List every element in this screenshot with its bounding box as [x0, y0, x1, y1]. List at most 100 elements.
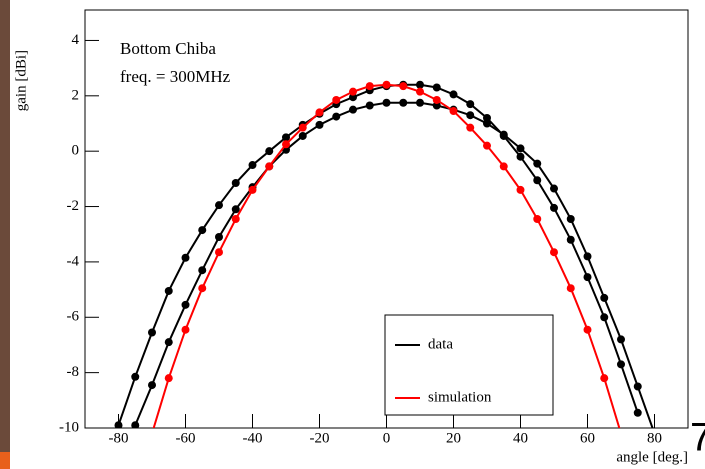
- data-point: [198, 284, 207, 293]
- data-point: [483, 141, 491, 150]
- y-tick-label: -10: [59, 419, 79, 435]
- data-point: [617, 360, 625, 369]
- data-point: [215, 232, 223, 241]
- data-point: [516, 152, 525, 161]
- x-tick-label: 20: [446, 430, 461, 446]
- annotation: freq. = 300MHz: [120, 67, 231, 86]
- y-tick-label: -6: [67, 309, 80, 325]
- x-tick-label: -60: [176, 430, 196, 446]
- data-point: [382, 80, 391, 89]
- curve: [117, 83, 639, 426]
- data-point: [432, 101, 441, 110]
- data-point: [382, 98, 391, 107]
- data-point: [600, 293, 609, 302]
- data-point: [265, 162, 274, 171]
- data-point: [466, 100, 475, 109]
- data-point: [449, 107, 458, 116]
- data-point: [499, 130, 508, 139]
- curve: [134, 101, 654, 428]
- data-point: [148, 430, 156, 438]
- data-point: [349, 87, 357, 96]
- data-point: [416, 98, 424, 107]
- data-point: [131, 372, 140, 381]
- data-point: [583, 252, 592, 261]
- data-point: [399, 98, 408, 107]
- slide-number: 7: [690, 416, 705, 460]
- data-point: [198, 226, 207, 235]
- annotation: Bottom Chiba: [120, 39, 216, 58]
- y-tick-label: 2: [72, 87, 80, 103]
- x-tick-label: -40: [243, 430, 263, 446]
- data-point: [633, 408, 642, 417]
- data-point: [315, 120, 324, 129]
- data-point: [617, 335, 625, 344]
- data-point: [248, 161, 257, 170]
- y-tick-label: -4: [67, 253, 80, 269]
- data-point: [617, 430, 625, 438]
- data-point: [550, 248, 558, 257]
- x-tick-label: 60: [580, 430, 595, 446]
- data-point: [600, 313, 609, 322]
- x-tick-label: 0: [383, 430, 391, 446]
- x-tick-label: -20: [310, 430, 330, 446]
- y-tick-label: -2: [67, 198, 80, 214]
- data-point: [516, 144, 525, 153]
- data-point: [282, 133, 290, 142]
- data-point: [483, 119, 491, 128]
- data-point: [533, 215, 542, 223]
- data-point: [231, 215, 240, 223]
- y-tick-label: 0: [72, 143, 80, 159]
- data-point: [198, 266, 207, 275]
- data-point: [365, 82, 374, 91]
- data-point: [533, 176, 542, 185]
- plot-area: [114, 80, 654, 438]
- data-point: [566, 284, 575, 293]
- data-point: [164, 374, 173, 383]
- y-tick-label: -8: [67, 364, 80, 380]
- data-point: [566, 215, 575, 223]
- data-point: [432, 95, 441, 104]
- y-axis-label: gain [dBi]: [13, 50, 29, 111]
- data-point: [282, 140, 290, 149]
- data-point: [215, 248, 223, 257]
- data-point: [215, 201, 223, 210]
- data-point: [332, 95, 341, 104]
- data-point: [298, 123, 307, 132]
- data-point: [483, 113, 491, 122]
- data-point: [265, 147, 274, 156]
- data-point: [566, 235, 575, 244]
- data-point: [583, 273, 592, 282]
- data-point: [633, 382, 642, 391]
- data-point: [466, 123, 475, 132]
- data-point: [164, 286, 173, 295]
- data-point: [248, 185, 257, 194]
- data-point: [416, 80, 424, 89]
- data-point: [231, 205, 240, 214]
- data-point: [114, 421, 123, 428]
- data-point: [181, 325, 190, 334]
- data-point: [148, 381, 156, 390]
- x-axis-label: angle [deg.]: [616, 449, 688, 465]
- x-tick-label: 80: [647, 430, 662, 446]
- data-point: [550, 184, 558, 193]
- data-point: [349, 93, 357, 102]
- legend-label: simulation: [428, 389, 492, 405]
- data-point: [365, 101, 374, 110]
- data-point: [181, 300, 190, 309]
- data-point: [332, 112, 341, 121]
- photo-edge: [0, 0, 10, 469]
- data-point: [231, 179, 240, 188]
- photo-edge: [0, 452, 10, 469]
- data-point: [315, 108, 324, 117]
- data-point: [181, 253, 190, 262]
- data-point: [449, 90, 458, 99]
- data-point: [499, 162, 508, 171]
- data-point: [298, 131, 307, 140]
- data-point: [164, 338, 173, 347]
- data-point: [550, 203, 558, 212]
- data-point: [600, 374, 609, 383]
- data-point: [399, 82, 408, 91]
- data-point: [349, 105, 357, 114]
